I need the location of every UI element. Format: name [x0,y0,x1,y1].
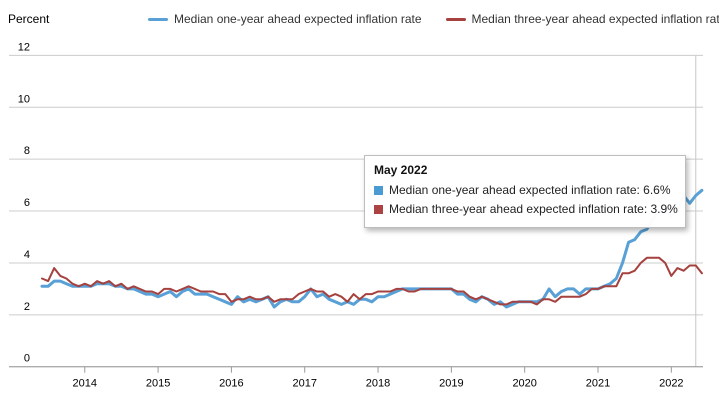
legend-item-three-year[interactable]: Median three-year ahead expected inflati… [445,12,719,26]
x-axis-label: 2018 [366,378,390,390]
one-year-line-swatch-icon [148,17,168,21]
x-axis-label: 2015 [146,378,170,390]
x-axis-label: 2017 [292,378,316,390]
series-line-three-year[interactable] [41,256,703,306]
three-year-square-icon [374,205,383,214]
tooltip-row-three-year: Median three-year ahead expected inflati… [374,200,678,219]
y-axis-label: 4 [24,249,30,261]
y-axis-label: 0 [24,353,30,365]
x-axis-label: 2016 [219,378,243,390]
y-axis-title: Percent [8,12,50,26]
tooltip-row-one-year: Median one-year ahead expected inflation… [374,181,676,200]
x-axis-label: 2020 [512,378,536,390]
y-axis-label: 12 [18,41,30,53]
x-axis-label: 2019 [439,378,463,390]
legend-label-one-year: Median one-year ahead expected inflation… [174,12,422,26]
one-year-square-icon [374,186,383,195]
hover-tooltip: May 2022 Median one-year ahead expected … [364,155,686,228]
tooltip-text-one-year: Median one-year ahead expected inflation… [389,183,671,197]
y-axis-label: 10 [18,93,30,105]
legend-label-three-year: Median three-year ahead expected inflati… [471,12,719,26]
tooltip-text-three-year: Median three-year ahead expected inflati… [389,202,678,216]
legend: Median one-year ahead expected inflation… [148,12,719,26]
three-year-line-swatch-icon [445,17,466,21]
y-axis-label: 2 [24,301,30,313]
x-axis-label: 2022 [659,378,683,390]
y-axis-label: 6 [24,197,30,209]
legend-item-one-year[interactable]: Median one-year ahead expected inflation… [148,12,422,26]
tooltip-title: May 2022 [374,163,428,177]
y-axis-label: 8 [24,145,30,157]
x-axis-label: 2014 [73,378,97,390]
x-axis-label: 2021 [586,378,610,390]
